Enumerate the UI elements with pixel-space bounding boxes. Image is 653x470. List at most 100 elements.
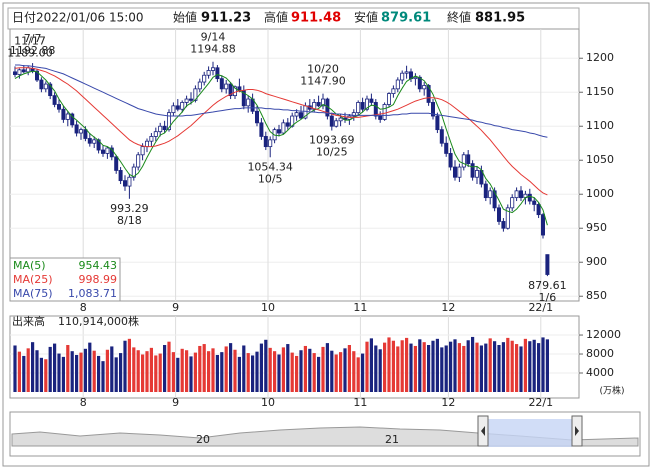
volume-bar [325,343,329,392]
candle-body [180,102,185,110]
volume-bar [400,340,404,392]
candle-body [320,98,325,107]
volume-bar [39,357,43,392]
x-tick-label: 11 [353,301,367,314]
volume-unit: (万株) [599,385,624,397]
annotation-value: 1194.88 [190,43,236,56]
candle-body [527,193,532,202]
volume-bar [545,339,549,392]
candle-body [298,112,303,119]
candle-body [329,115,334,127]
volume-bar [462,345,466,392]
legend-value: 954.43 [79,259,118,272]
annotation-date: 7/7 [24,32,42,45]
candle-body [448,153,453,168]
x-tick-label: 10 [261,301,275,314]
candle-body [105,147,110,154]
annotation-date: 10/20 [307,63,339,76]
volume-bar [251,355,255,392]
y-tick-label: 950 [586,221,607,234]
candle-body [39,79,44,90]
volume-bar [303,345,307,392]
volume-bar [352,351,356,392]
annotation-value: 1192.88 [10,44,56,57]
candle-body [87,138,92,144]
candle-body [474,170,479,178]
header-date: 2022/01/06 15:00 [36,11,144,25]
candle-body [466,154,471,165]
candle-body [21,69,26,73]
y-tick-label: 1150 [586,85,614,98]
candle-body [241,90,246,107]
volume-bar [83,348,87,392]
x-tick-label: 22/1 [528,301,553,314]
candle-body [334,120,339,127]
y-tick-label: 850 [586,289,607,302]
x-tick-label: 11 [353,396,367,409]
volume-bar [176,357,180,392]
candle-body [382,104,387,120]
annotation-date: 9/14 [201,31,226,44]
header-value: 879.61 [381,11,431,26]
volume-bar [88,342,92,392]
volume-total: 110,914,000株 [58,314,139,328]
candle-body [413,76,418,80]
volume-bar [387,337,391,392]
volume-bar [158,353,162,392]
candle-body [96,139,101,151]
volume-bar [233,349,237,392]
candle-body [144,140,149,148]
candle-body [391,88,396,94]
volume-bar [369,338,373,392]
volume-bar [202,344,206,392]
volume-bar [268,347,272,392]
candle-body [492,190,497,209]
volume-bar [391,340,395,392]
volume-bar [501,342,505,392]
candle-body [101,149,106,154]
header-label: 高値 [264,10,288,25]
volume-bar [70,351,74,392]
volume-bar [237,356,241,392]
volume-bar [286,344,290,392]
volume-bar [435,338,439,392]
volume-bar [519,346,523,392]
x-tick-label: 8 [80,396,87,409]
volume-bar [308,348,312,392]
volume-bar [374,345,378,392]
volume-bar [449,341,453,392]
navigator-label: 21 [385,433,399,446]
volume-bar [312,353,316,392]
header-value: 911.23 [201,11,251,26]
navigator-selection [488,419,572,447]
volume-bar [198,345,202,392]
volume-bar [185,350,189,392]
candle-body [501,221,506,229]
volume-bar [92,350,96,392]
candle-body [202,74,207,83]
annotation-value: 1054.34 [247,160,293,173]
volume-bar [149,347,153,392]
volume-bar [281,347,285,392]
volume-bar [189,356,193,392]
ma-line [15,64,548,138]
volume-bar [246,353,250,392]
candle-body [83,129,88,139]
candle-body [188,98,193,101]
candle-body [505,207,510,229]
legend-name: MA(25) [13,273,53,286]
volume-bar [506,337,510,392]
candle-body [351,112,356,117]
volume-bar [75,354,79,392]
candle-body [470,163,475,178]
annotation-value: 879.61 [528,279,567,292]
candle-body [70,113,75,126]
candle-body [541,214,546,236]
volume-bar [444,345,448,392]
candle-body [149,136,154,142]
candle-body [65,113,70,120]
volume-bar [110,346,114,392]
candle-body [439,129,444,144]
volume-bar [180,348,184,392]
volume-bar [361,353,365,392]
